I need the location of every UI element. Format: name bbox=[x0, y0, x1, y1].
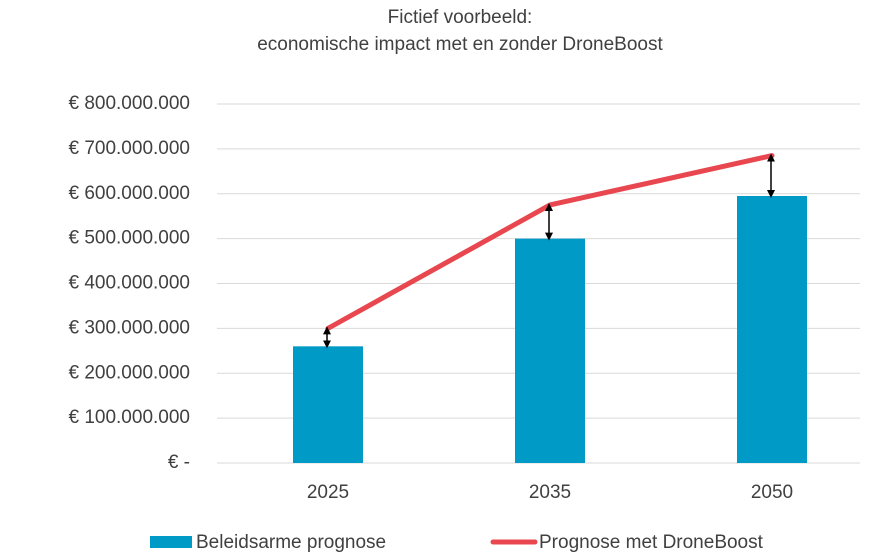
bar bbox=[737, 195, 807, 463]
y-tick-label: € 400.000.000 bbox=[68, 273, 190, 294]
y-tick-label: € 100.000.000 bbox=[68, 407, 190, 428]
legend-swatch bbox=[150, 536, 192, 548]
x-tick-label: 2025 bbox=[307, 482, 349, 503]
chart-title: Fictief voorbeeld: bbox=[388, 7, 533, 28]
y-tick-label: € 200.000.000 bbox=[68, 362, 190, 383]
y-tick-label: € 600.000.000 bbox=[68, 183, 190, 204]
x-tick-label: 2050 bbox=[751, 482, 793, 503]
y-tick-label: € 300.000.000 bbox=[68, 317, 190, 338]
bar bbox=[293, 346, 363, 463]
legend-label: Prognose met DroneBoost bbox=[539, 532, 764, 553]
y-tick-label: € 500.000.000 bbox=[68, 228, 190, 249]
y-tick-label: € - bbox=[168, 452, 190, 473]
y-tick-label: € 700.000.000 bbox=[68, 138, 190, 159]
x-tick-label: 2035 bbox=[529, 482, 571, 503]
chart-title: economische impact met en zonder DroneBo… bbox=[257, 34, 663, 55]
bar bbox=[515, 238, 585, 463]
y-tick-label: € 800.000.000 bbox=[68, 93, 190, 114]
legend-label: Beleidsarme prognose bbox=[196, 532, 386, 553]
